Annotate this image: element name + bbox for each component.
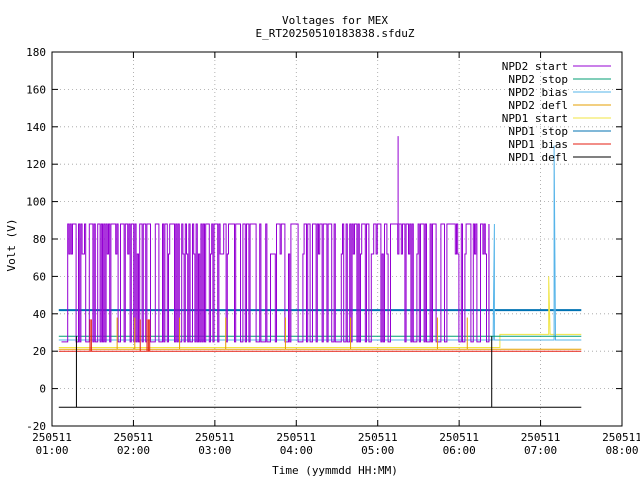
y-tick-label: 120: [26, 158, 46, 171]
x-tick-label-date: 250511: [195, 431, 235, 444]
series-line-npd2-bias: [58, 145, 582, 341]
x-tick-label-time: 04:00: [280, 444, 313, 457]
x-tick-label-date: 250511: [276, 431, 316, 444]
x-tick-label-time: 05:00: [361, 444, 394, 457]
x-tick-label-date: 250511: [439, 431, 479, 444]
legend-label-npd2-start: NPD2 start: [502, 60, 568, 73]
legend-label-npd1-defl: NPD1 defl: [508, 151, 568, 164]
x-tick-label-date: 250511: [32, 431, 72, 444]
x-tick-label-time: 07:00: [524, 444, 557, 457]
x-tick-label-date: 250511: [358, 431, 398, 444]
chart-title: Voltages for MEX: [282, 14, 388, 27]
chart-subtitle: E_RT20250510183838.sfduZ: [256, 27, 415, 40]
series-line-npd1-start: [58, 276, 582, 348]
y-tick-label: -20: [26, 420, 46, 433]
y-tick-label: 160: [26, 83, 46, 96]
x-tick-label-date: 250511: [114, 431, 154, 444]
y-axis-label: Volt (V): [5, 219, 18, 272]
x-tick-label-time: 06:00: [443, 444, 476, 457]
x-tick-label-time: 01:00: [35, 444, 68, 457]
x-tick-label-time: 03:00: [198, 444, 231, 457]
x-tick-label-time: 08:00: [605, 444, 638, 457]
plot-area: [58, 136, 582, 408]
legend-label-npd1-start: NPD1 start: [502, 112, 568, 125]
y-tick-label: 140: [26, 121, 46, 134]
legend-label-npd1-stop: NPD1 stop: [508, 125, 568, 138]
y-tick-label: 80: [33, 233, 46, 246]
legend-label-npd2-stop: NPD2 stop: [508, 73, 568, 86]
legend-label-npd1-bias: NPD1 bias: [508, 138, 568, 151]
x-tick-label-date: 250511: [521, 431, 561, 444]
legend-label-npd2-defl: NPD2 defl: [508, 99, 568, 112]
legend-label-npd2-bias: NPD2 bias: [508, 86, 568, 99]
y-tick-label: 100: [26, 196, 46, 209]
x-axis-label: Time (yymmdd HH:MM): [272, 464, 398, 477]
axis-ticks: -2002040608010012014016018025051101:0025…: [26, 46, 640, 457]
y-tick-label: 180: [26, 46, 46, 59]
y-tick-label: 20: [33, 345, 46, 358]
y-tick-label: 40: [33, 308, 46, 321]
x-tick-label-time: 02:00: [117, 444, 150, 457]
plot-frame: [51, 51, 623, 427]
y-tick-label: 60: [33, 270, 46, 283]
x-tick-label-date: 250511: [602, 431, 640, 444]
y-tick-label: 0: [39, 383, 46, 396]
series-line-npd2-start: [61, 136, 490, 343]
